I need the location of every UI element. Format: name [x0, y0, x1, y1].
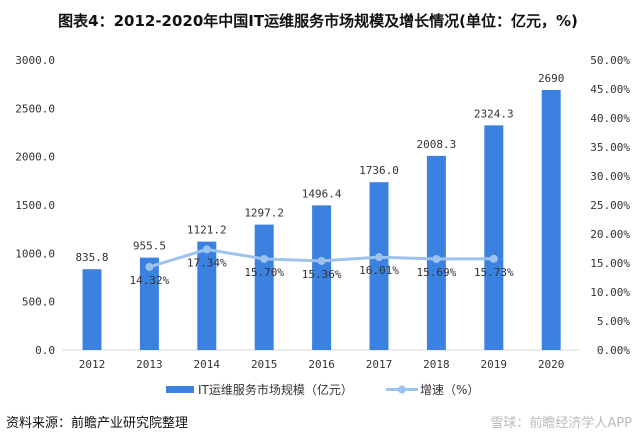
chart-title: 图表4：2012-2020年中国IT运维服务市场规模及增长情况(单位：亿元，%): [58, 12, 578, 30]
y-right-tick: 25.00%: [590, 199, 630, 212]
y-right-tick: 35.00%: [590, 141, 630, 154]
growth-point: [317, 256, 326, 265]
growth-point: [202, 245, 211, 254]
bar-label: 1736.0: [359, 164, 399, 177]
x-tick: 2012: [79, 358, 106, 371]
x-tick: 2018: [423, 358, 450, 371]
y-right-tick: 50.00%: [590, 54, 630, 67]
growth-label: 15.36%: [302, 268, 342, 281]
bar-label: 1121.2: [187, 224, 227, 237]
growth-label: 15.70%: [244, 266, 284, 279]
y-right-tick: 30.00%: [590, 170, 630, 183]
y-right-tick: 20.00%: [590, 228, 630, 241]
watermark: 雪球：前瞻经济学人APP: [490, 416, 632, 431]
growth-label: 16.01%: [359, 264, 399, 277]
y-right-tick: 40.00%: [590, 112, 630, 125]
y-left-tick: 0.0: [35, 344, 55, 357]
y-left-tick: 1500.0: [15, 199, 55, 212]
y-left-tick: 3000.0: [15, 54, 55, 67]
bar: [82, 269, 102, 350]
bar: [197, 241, 217, 350]
x-tick: 2015: [251, 358, 278, 371]
growth-point: [145, 262, 154, 271]
source-note: 资料来源：前瞻产业研究院整理: [6, 416, 189, 431]
bar: [139, 257, 159, 350]
bar-label: 1297.2: [244, 207, 284, 220]
growth-point: [489, 254, 498, 263]
y-right-tick: 10.00%: [590, 286, 630, 299]
growth-label: 17.34%: [187, 256, 227, 269]
bar: [426, 155, 446, 350]
bar: [254, 224, 274, 350]
y-right-tick: 5.00%: [597, 315, 630, 328]
legend-swatch-point: [398, 385, 406, 394]
bar-label: 955.5: [133, 240, 166, 253]
x-tick: 2017: [366, 358, 393, 371]
growth-label: 14.32%: [130, 274, 170, 287]
growth-point: [375, 253, 383, 262]
bar: [484, 125, 504, 351]
bar-label: 2008.3: [417, 138, 457, 151]
growth-point: [432, 254, 441, 263]
legend-label-line: 增速（%）: [420, 383, 479, 397]
x-tick: 2019: [481, 358, 508, 371]
y-right-tick: 45.00%: [590, 83, 630, 96]
x-tick: 2020: [538, 358, 565, 371]
legend-label-bar: IT运维服务市场规模（亿元）: [198, 382, 353, 397]
y-right-tick: 0.00%: [597, 344, 630, 357]
x-tick: 2013: [136, 358, 163, 371]
growth-label: 15.73%: [474, 266, 514, 279]
bar-label: 835.8: [75, 251, 108, 264]
y-left-tick: 2000.0: [15, 151, 55, 164]
growth-label: 15.69%: [417, 266, 457, 279]
y-left-tick: 500.0: [22, 296, 55, 309]
y-left-tick: 1000.0: [15, 247, 55, 260]
bar-label: 2690: [538, 72, 565, 85]
bar: [541, 89, 561, 350]
bar: [369, 182, 389, 350]
bar-label: 2324.3: [474, 107, 514, 120]
bar-label: 1496.4: [302, 187, 342, 200]
x-tick: 2014: [194, 358, 221, 371]
y-left-tick: 2500.0: [15, 102, 55, 115]
growth-point: [260, 254, 269, 263]
x-tick: 2016: [308, 358, 335, 371]
y-right-tick: 15.00%: [590, 257, 630, 270]
bar: [312, 205, 332, 350]
legend-swatch-bar: [166, 386, 194, 393]
